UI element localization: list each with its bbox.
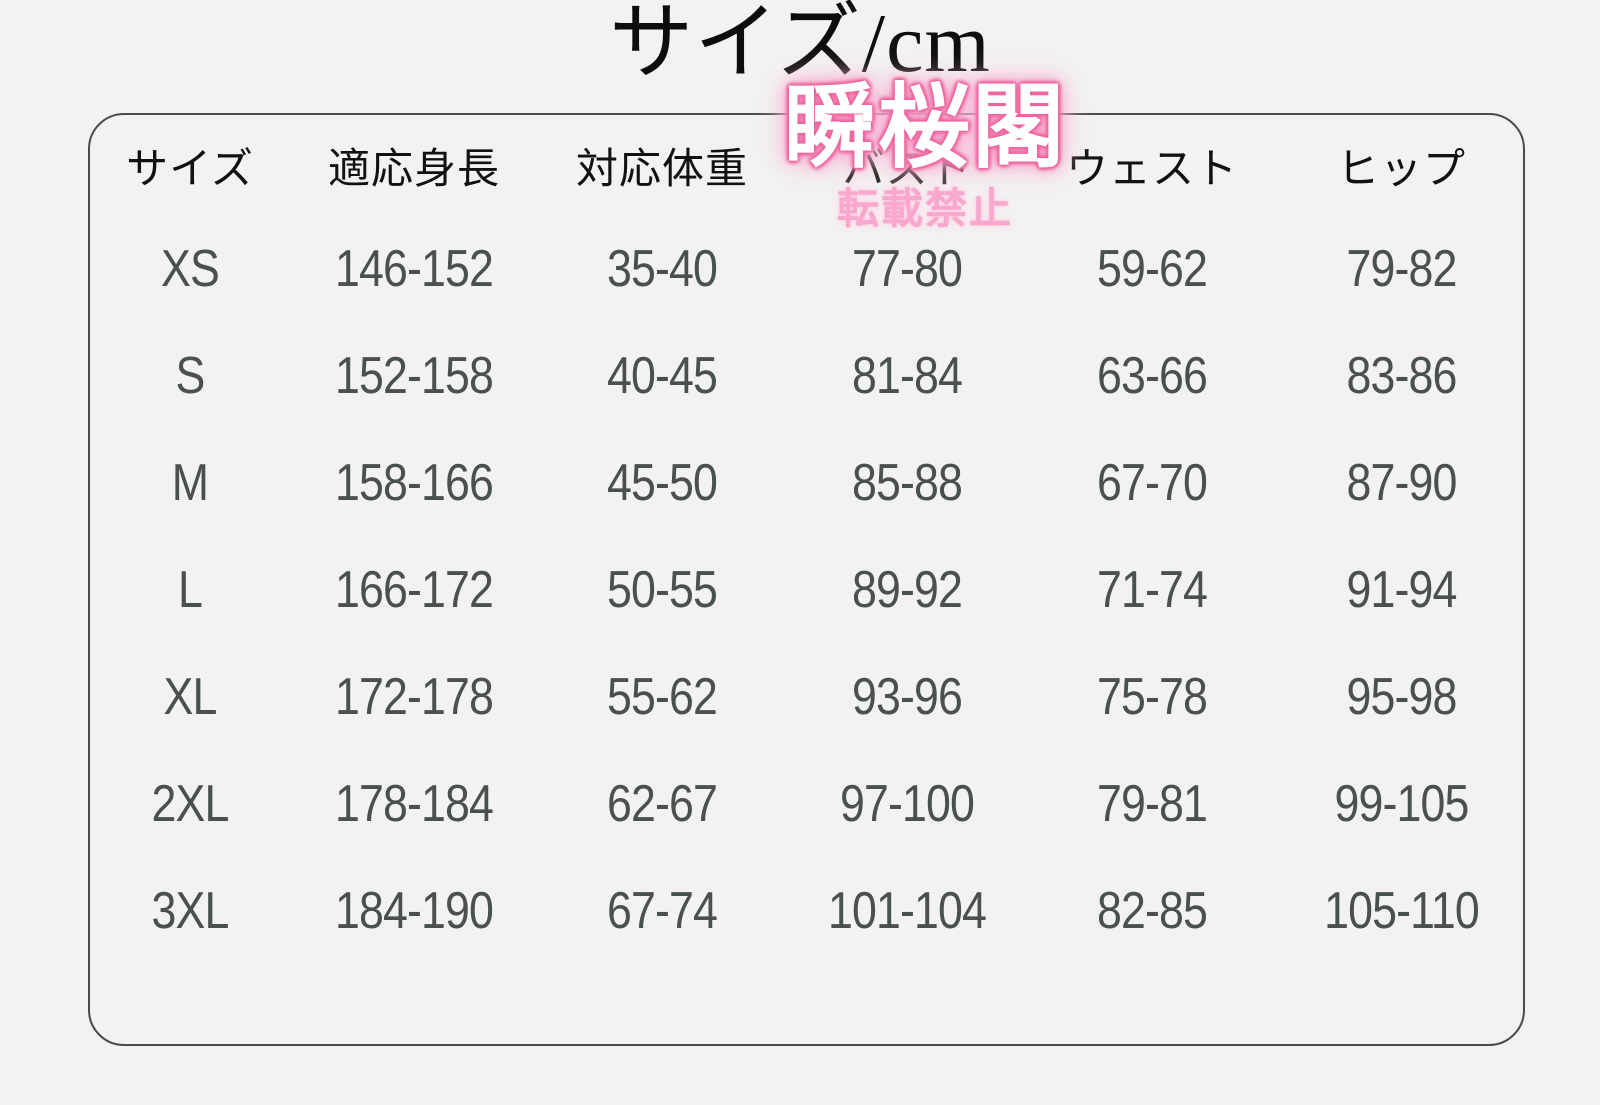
cell-waist: 67-70 — [1096, 453, 1208, 512]
cell-weight: 45-50 — [606, 453, 718, 512]
cell-size: S — [175, 346, 206, 405]
cell-waist: 75-78 — [1096, 667, 1208, 726]
cell-hip: 91-94 — [1346, 560, 1457, 619]
column-header-weight: 対応体重 — [575, 146, 748, 193]
table-header: サイズ 適応身長 対応体重 バスト ウェスト ヒップ — [90, 115, 1527, 215]
column-header-bust: バスト — [842, 146, 972, 193]
column-header-size: サイズ — [126, 146, 254, 193]
column-header-waist: ウェスト — [1065, 146, 1238, 193]
size-table-card: サイズ 適応身長 対応体重 バスト ウェスト ヒップ XS 146-152 35… — [88, 113, 1525, 1046]
table-row: S 152-158 40-45 81-84 63-66 83-86 — [90, 322, 1527, 429]
cell-height: 172-178 — [334, 667, 494, 726]
cell-height: 146-152 — [334, 239, 494, 298]
cell-bust: 85-88 — [851, 453, 963, 512]
cell-size: M — [171, 453, 209, 512]
table-row: XS 146-152 35-40 77-80 59-62 79-82 — [90, 215, 1527, 322]
cell-hip: 95-98 — [1346, 667, 1457, 726]
cell-size: 3XL — [151, 881, 230, 940]
cell-waist: 82-85 — [1096, 881, 1208, 940]
cell-bust: 93-96 — [851, 667, 963, 726]
cell-size: 2XL — [151, 774, 230, 833]
table-row: L 166-172 50-55 89-92 71-74 91-94 — [90, 536, 1527, 643]
cell-hip: 79-82 — [1346, 239, 1457, 298]
cell-hip: 83-86 — [1346, 346, 1457, 405]
cell-weight: 55-62 — [606, 667, 718, 726]
cell-height: 184-190 — [334, 881, 494, 940]
cell-weight: 67-74 — [606, 881, 718, 940]
cell-height: 178-184 — [334, 774, 494, 833]
cell-bust: 101-104 — [827, 881, 987, 940]
cell-weight: 40-45 — [606, 346, 718, 405]
cell-size: XL — [163, 667, 218, 726]
table-header-row: サイズ 適応身長 対応体重 バスト ウェスト ヒップ — [90, 115, 1527, 215]
cell-weight: 35-40 — [606, 239, 718, 298]
cell-height: 166-172 — [334, 560, 494, 619]
cell-bust: 81-84 — [851, 346, 963, 405]
cell-waist: 79-81 — [1096, 774, 1208, 833]
table-row: XL 172-178 55-62 93-96 75-78 95-98 — [90, 643, 1527, 750]
cell-hip: 87-90 — [1346, 453, 1457, 512]
cell-waist: 63-66 — [1096, 346, 1208, 405]
cell-weight: 50-55 — [606, 560, 718, 619]
cell-waist: 59-62 — [1096, 239, 1208, 298]
cell-height: 158-166 — [334, 453, 494, 512]
table-row: 2XL 178-184 62-67 97-100 79-81 99-105 — [90, 750, 1527, 857]
cell-size: XS — [161, 239, 220, 298]
cell-bust: 77-80 — [851, 239, 963, 298]
table-row: 3XL 184-190 67-74 101-104 82-85 105-110 — [90, 857, 1527, 964]
cell-height: 152-158 — [334, 346, 494, 405]
cell-weight: 62-67 — [606, 774, 718, 833]
cell-size: L — [177, 560, 203, 619]
column-header-height: 適応身長 — [327, 146, 500, 193]
cell-hip: 105-110 — [1324, 881, 1480, 940]
cell-waist: 71-74 — [1096, 560, 1208, 619]
table-body: XS 146-152 35-40 77-80 59-62 79-82 S 152… — [90, 215, 1527, 964]
page-title: サイズ/cm — [609, 0, 991, 90]
column-header-hip: ヒップ — [1336, 146, 1466, 193]
cell-bust: 97-100 — [839, 774, 975, 833]
cell-bust: 89-92 — [851, 560, 963, 619]
size-table: サイズ 適応身長 対応体重 バスト ウェスト ヒップ XS 146-152 35… — [90, 115, 1527, 964]
cell-hip: 99-105 — [1334, 774, 1469, 833]
table-row: M 158-166 45-50 85-88 67-70 87-90 — [90, 429, 1527, 536]
